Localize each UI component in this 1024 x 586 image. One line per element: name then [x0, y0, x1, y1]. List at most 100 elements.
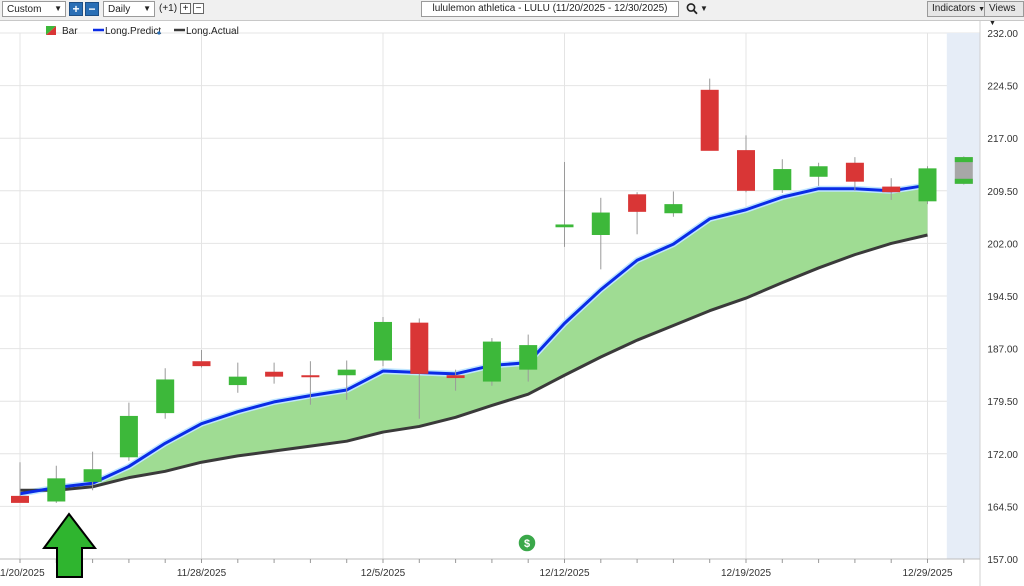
candle[interactable] — [700, 78, 719, 151]
candle-body — [664, 204, 683, 214]
forecast-candle[interactable] — [954, 156, 973, 185]
forecast-region — [946, 33, 980, 559]
candle[interactable] — [337, 360, 356, 400]
y-tick-label: 224.50 — [987, 82, 1018, 93]
x-tick-label: 11/20/2025 — [0, 568, 45, 579]
candle[interactable] — [446, 369, 465, 391]
legend-bar-label: Bar — [62, 26, 78, 37]
y-tick-label: 187.00 — [987, 345, 1018, 356]
offset-minus-button[interactable]: − — [193, 3, 204, 14]
legend-actual-label: Long.Actual — [186, 26, 239, 37]
chevron-down-icon[interactable]: ▼ — [700, 4, 708, 13]
candle-body — [156, 379, 175, 414]
y-tick-label: 194.50 — [987, 292, 1018, 303]
toolbar: Custom ▼ + − Daily ▼ (+1) + − lululemon … — [0, 0, 1024, 27]
legend-predict-dot — [157, 31, 161, 35]
candle[interactable] — [47, 465, 66, 503]
candle-body — [11, 495, 29, 503]
dividend-marker[interactable]: $ — [517, 533, 537, 553]
y-tick-label: 172.00 — [987, 450, 1018, 461]
period-select-value: Daily — [108, 4, 131, 15]
candle-body — [918, 168, 937, 202]
candle[interactable] — [918, 166, 937, 205]
symbol-title[interactable]: lululemon athletica - LULU (11/20/2025 -… — [421, 1, 679, 17]
candle[interactable] — [628, 192, 647, 235]
candle-body — [737, 150, 755, 191]
indicators-button[interactable]: Indicators ▼ — [927, 1, 991, 17]
candle-body — [410, 322, 429, 374]
candle-body — [228, 376, 247, 386]
dividend-marker-text: $ — [524, 538, 530, 550]
candle-body — [192, 361, 211, 367]
candle[interactable] — [737, 135, 755, 193]
candle-body — [519, 345, 538, 370]
candle[interactable] — [301, 361, 320, 405]
candle[interactable] — [555, 162, 574, 247]
candle-body — [591, 212, 610, 235]
prediction-gap-fill — [20, 185, 928, 494]
candle-body-cap — [954, 157, 973, 163]
x-tick-label: 12/5/2025 — [361, 568, 406, 579]
period-select[interactable]: Daily ▼ — [103, 1, 155, 17]
y-axis: 232.00 224.50 217.00 209.50 202.00 194.50 187.… — [987, 29, 1018, 566]
x-tick-label: 11/28/2025 — [177, 568, 227, 579]
candle[interactable] — [374, 317, 392, 367]
candle[interactable] — [482, 338, 501, 386]
price-chart[interactable]: 232.00 224.50 217.00 209.50 202.00 194.50 187.… — [0, 21, 1024, 586]
candle[interactable] — [773, 159, 792, 193]
candle[interactable] — [228, 362, 247, 393]
candle-body — [83, 469, 102, 482]
candle[interactable] — [192, 350, 211, 368]
legend: Bar Long.Predict Long.Actual — [46, 26, 239, 37]
y-tick-label: 157.00 — [987, 555, 1018, 566]
y-tick-label: 202.00 — [987, 239, 1018, 250]
candle[interactable] — [156, 368, 175, 419]
long-predict-line — [19, 183, 928, 496]
candle[interactable] — [83, 451, 102, 491]
candle[interactable] — [11, 462, 29, 503]
zoom-in-button[interactable]: + — [69, 2, 83, 16]
y-tick-label: 232.00 — [987, 29, 1018, 40]
candle-body — [482, 341, 501, 382]
grid — [0, 32, 980, 560]
legend-predict-label: Long.Predict — [105, 26, 161, 37]
x-tick-label: 12/12/2025 — [539, 568, 589, 579]
candle[interactable] — [882, 178, 901, 200]
candle-body — [954, 157, 973, 184]
chevron-down-icon: ▼ — [54, 4, 62, 13]
candle[interactable] — [410, 318, 429, 419]
y-tick-label: 209.50 — [987, 187, 1018, 198]
candle[interactable] — [119, 402, 138, 461]
candle-body — [374, 321, 392, 361]
views-button[interactable]: Views ▼ — [984, 1, 1024, 27]
y-tick-label: 217.00 — [987, 134, 1018, 145]
zoom-out-button[interactable]: − — [85, 2, 99, 16]
candle[interactable] — [809, 162, 828, 186]
long-actual-line — [20, 233, 928, 492]
candle[interactable] — [845, 157, 864, 191]
candle-body — [119, 415, 138, 458]
candle-body — [882, 186, 901, 193]
candle[interactable] — [591, 197, 610, 270]
candle-body — [337, 369, 356, 376]
candle-body-cap — [954, 178, 973, 184]
range-select[interactable]: Custom ▼ — [2, 1, 66, 17]
candle-body — [700, 89, 719, 151]
candle[interactable] — [265, 362, 284, 384]
search-icon[interactable] — [686, 2, 698, 16]
candle-body — [809, 166, 828, 177]
candle-body — [301, 375, 320, 378]
chevron-down-icon: ▼ — [978, 6, 986, 13]
candle-body — [628, 194, 647, 212]
candle[interactable] — [519, 334, 538, 382]
y-tick-label: 179.50 — [987, 397, 1018, 408]
offset-plus-button[interactable]: + — [180, 3, 191, 14]
chevron-down-icon: ▼ — [143, 4, 151, 13]
x-tick-label: 12/19/2025 — [721, 568, 771, 579]
y-tick-label: 164.50 — [987, 502, 1018, 513]
candle-body — [773, 169, 792, 191]
x-axis: 11/20/2025 11/28/2025 12/5/2025 12/12/2025 1… — [0, 558, 980, 579]
candle[interactable] — [664, 191, 683, 217]
green-up-arrow-icon — [42, 512, 98, 578]
candles — [11, 78, 973, 503]
